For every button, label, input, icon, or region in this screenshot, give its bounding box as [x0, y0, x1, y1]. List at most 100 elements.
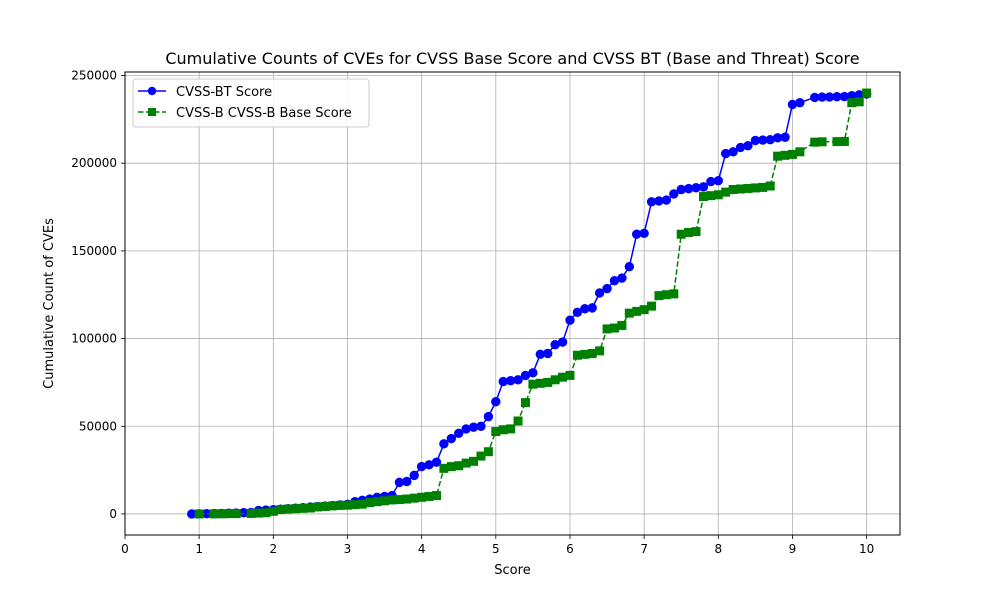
data-point [795, 147, 805, 157]
data-point [424, 491, 434, 501]
x-tick-label: 1 [195, 542, 203, 556]
data-point [565, 315, 575, 325]
x-tick-label: 10 [859, 542, 874, 556]
data-point [313, 502, 323, 512]
plot-frame [124, 71, 901, 536]
data-point [387, 495, 397, 505]
y-tick-label: 150000 [71, 244, 117, 258]
data-point [431, 491, 441, 501]
data-point [194, 509, 204, 519]
data-point [558, 372, 568, 382]
legend-item: CVSS-B CVSS-B Base Score [138, 106, 352, 121]
data-point [854, 97, 864, 107]
data-point [506, 424, 516, 434]
data-point [446, 462, 456, 472]
data-point [572, 307, 583, 317]
data-point [557, 337, 568, 347]
legend-marker [148, 108, 156, 116]
y-axis-label: Cumulative Count of CVEs [42, 218, 57, 389]
x-tick-label: 0 [121, 542, 129, 556]
data-point [476, 421, 486, 431]
data-point [431, 457, 442, 467]
data-point [832, 137, 842, 147]
data-point [365, 498, 375, 508]
x-axis-ticks: 0 1 2 3 4 5 6 7 8 9 10 [121, 535, 874, 556]
x-tick-label: 4 [418, 542, 426, 556]
data-point [661, 195, 672, 205]
data-point [632, 306, 642, 316]
data-point [417, 492, 427, 502]
data-point [513, 375, 523, 385]
data-point [446, 433, 457, 444]
data-point [439, 439, 449, 449]
data-point [298, 503, 308, 513]
data-point [439, 463, 449, 473]
data-point [372, 497, 382, 507]
data-point [736, 184, 746, 194]
data-point [617, 320, 627, 330]
data-point [676, 229, 686, 239]
data-point [461, 458, 471, 468]
data-point [276, 505, 286, 515]
y-tick-label: 250000 [71, 69, 117, 83]
data-point [283, 504, 293, 514]
data-point [580, 349, 590, 359]
data-point [454, 461, 464, 471]
data-point [342, 500, 352, 510]
data-point [305, 503, 315, 513]
data-point [528, 379, 538, 389]
data-point [454, 428, 464, 438]
legend-label: CVSS-B CVSS-B Base Score [176, 106, 352, 121]
data-point [380, 496, 390, 506]
data-point [587, 348, 597, 358]
data-point [246, 508, 256, 518]
x-tick-label: 3 [344, 542, 352, 556]
data-point [743, 140, 753, 151]
data-point [839, 136, 849, 146]
data-point [728, 147, 738, 157]
data-point [654, 291, 664, 301]
data-point [491, 427, 501, 437]
data-point [594, 288, 605, 298]
data-point [743, 183, 753, 193]
data-point [402, 494, 412, 504]
data-point [862, 88, 872, 98]
data-point [520, 398, 530, 408]
data-point [617, 273, 627, 283]
data-point [639, 305, 649, 315]
data-point [765, 181, 775, 191]
data-point [469, 456, 479, 466]
data-point [291, 504, 301, 514]
data-point [713, 190, 723, 200]
x-tick-label: 5 [492, 542, 500, 556]
data-point [550, 375, 560, 385]
data-point [498, 425, 508, 435]
y-tick-label: 200000 [71, 156, 117, 170]
series-layer [187, 88, 872, 519]
series-2 [194, 88, 872, 519]
data-point [847, 98, 857, 108]
x-tick-label: 8 [714, 542, 722, 556]
legend-marker [147, 86, 157, 96]
data-point [231, 509, 241, 519]
data-point [698, 182, 709, 192]
data-point [750, 183, 760, 193]
data-point [328, 501, 338, 511]
data-point [476, 451, 486, 461]
data-point [721, 187, 731, 197]
data-point [535, 378, 545, 388]
data-point [543, 377, 553, 387]
y-tick-label: 50000 [79, 419, 117, 433]
data-point [713, 176, 724, 186]
data-point [661, 290, 671, 300]
data-point [357, 499, 367, 509]
data-point [394, 495, 404, 505]
data-point [224, 509, 234, 519]
data-point [602, 324, 612, 334]
data-point [780, 132, 790, 142]
data-point [639, 228, 649, 239]
legend-label: CVSS-BT Score [176, 85, 272, 100]
data-point [572, 350, 582, 360]
data-point [483, 447, 493, 457]
